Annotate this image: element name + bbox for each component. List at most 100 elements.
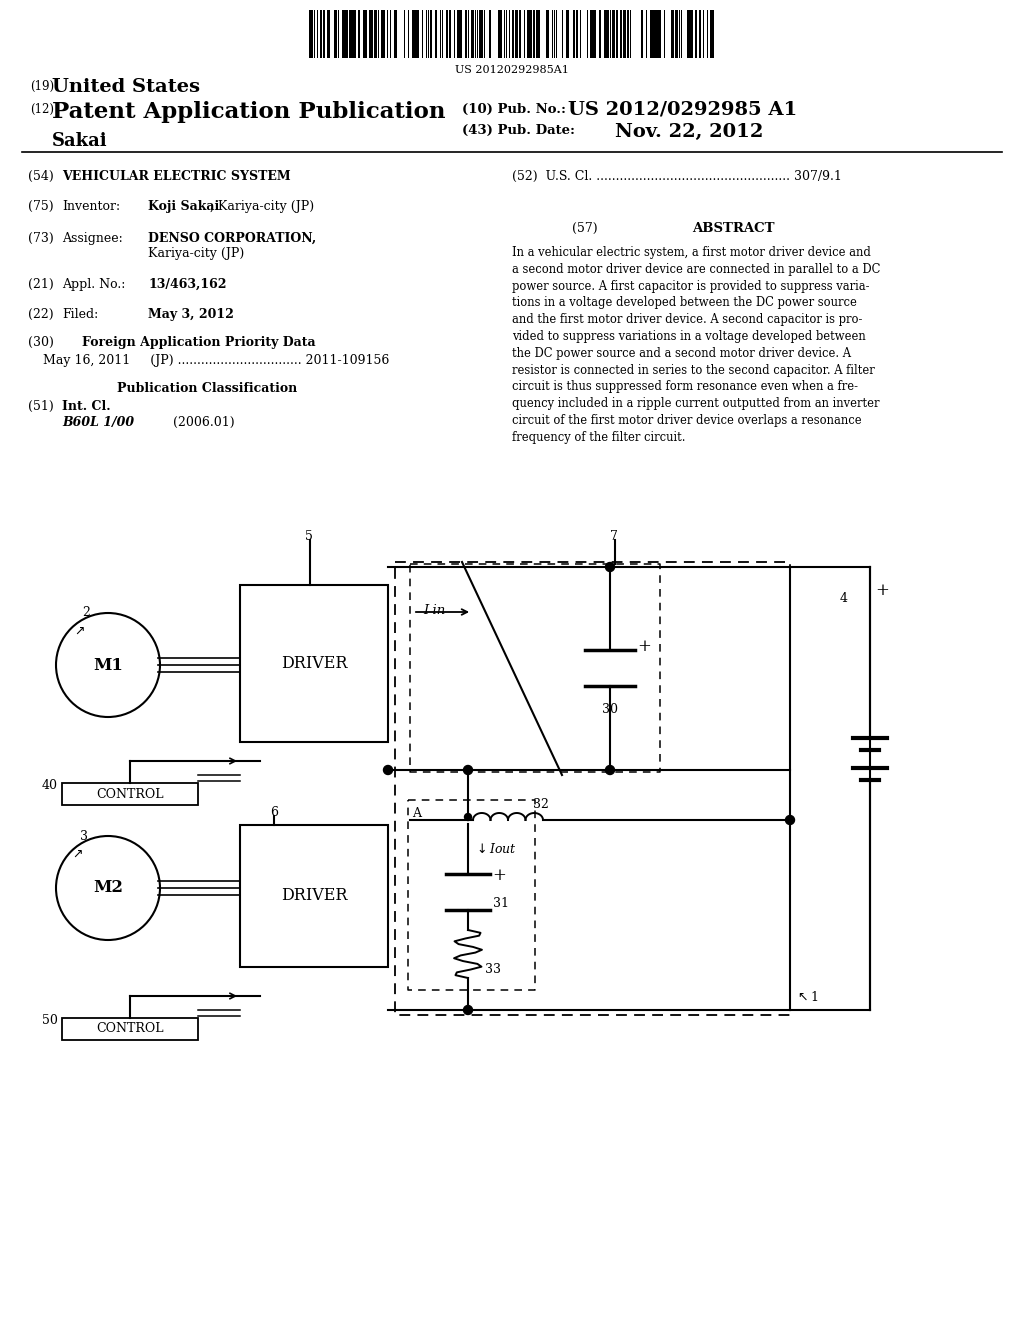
- Bar: [335, 11, 336, 58]
- Bar: [593, 11, 594, 58]
- Text: I in: I in: [423, 605, 445, 616]
- Bar: [468, 11, 469, 58]
- Bar: [472, 11, 473, 58]
- Bar: [616, 11, 618, 58]
- Bar: [62, 783, 198, 805]
- Bar: [342, 11, 343, 58]
- Bar: [520, 11, 521, 58]
- Bar: [498, 11, 499, 58]
- Text: A: A: [412, 807, 421, 820]
- Bar: [615, 11, 616, 58]
- Bar: [655, 11, 656, 58]
- Bar: [681, 11, 682, 58]
- Text: (43) Pub. Date:: (43) Pub. Date:: [462, 124, 575, 137]
- Bar: [573, 11, 574, 58]
- Text: Assignee:: Assignee:: [62, 232, 123, 246]
- Text: (30): (30): [28, 337, 54, 348]
- Bar: [362, 11, 364, 58]
- Bar: [673, 11, 674, 58]
- Bar: [349, 11, 350, 58]
- Text: 4: 4: [840, 591, 848, 605]
- Bar: [625, 11, 627, 58]
- Bar: [442, 11, 443, 58]
- Circle shape: [464, 1006, 472, 1015]
- Bar: [529, 11, 530, 58]
- Bar: [621, 11, 622, 58]
- Bar: [527, 11, 528, 58]
- Text: 33: 33: [485, 964, 501, 975]
- Bar: [430, 11, 431, 58]
- Bar: [523, 11, 525, 58]
- Bar: [324, 11, 325, 58]
- Bar: [321, 11, 322, 58]
- Bar: [568, 11, 569, 58]
- Bar: [445, 11, 446, 58]
- Text: 7: 7: [610, 531, 617, 543]
- Bar: [595, 11, 596, 58]
- Bar: [343, 11, 344, 58]
- Bar: [336, 11, 337, 58]
- Bar: [554, 11, 555, 58]
- Bar: [436, 11, 437, 58]
- Bar: [677, 11, 678, 58]
- Bar: [653, 11, 654, 58]
- Bar: [689, 11, 690, 58]
- Bar: [687, 11, 688, 58]
- Bar: [587, 11, 588, 58]
- Text: (21): (21): [28, 279, 53, 290]
- Bar: [672, 11, 673, 58]
- Bar: [358, 11, 359, 58]
- Bar: [484, 11, 485, 58]
- Text: Patent Application Publication: Patent Application Publication: [52, 102, 445, 123]
- Bar: [327, 11, 328, 58]
- Bar: [384, 11, 385, 58]
- Text: $\nearrow$: $\nearrow$: [70, 847, 83, 861]
- Bar: [409, 11, 410, 58]
- Bar: [690, 11, 691, 58]
- Bar: [489, 11, 492, 58]
- Text: Kariya-city (JP): Kariya-city (JP): [148, 247, 245, 260]
- Bar: [403, 11, 404, 58]
- Bar: [501, 11, 502, 58]
- Text: United States: United States: [52, 78, 200, 96]
- Bar: [366, 11, 367, 58]
- Bar: [530, 11, 531, 58]
- Text: VEHICULAR ELECTRIC SYSTEM: VEHICULAR ELECTRIC SYSTEM: [62, 170, 291, 183]
- Bar: [711, 11, 712, 58]
- Bar: [594, 11, 595, 58]
- Bar: [499, 11, 501, 58]
- Bar: [364, 11, 366, 58]
- Bar: [695, 11, 696, 58]
- Bar: [389, 11, 391, 58]
- Bar: [650, 11, 652, 58]
- Text: 30: 30: [602, 704, 618, 715]
- Bar: [310, 11, 311, 58]
- Bar: [346, 11, 347, 58]
- Bar: [353, 11, 354, 58]
- Bar: [509, 11, 510, 58]
- Bar: [712, 11, 713, 58]
- Bar: [352, 11, 353, 58]
- Bar: [562, 11, 563, 58]
- Bar: [418, 11, 419, 58]
- Bar: [652, 11, 653, 58]
- Bar: [451, 11, 452, 58]
- Text: (19): (19): [30, 81, 54, 92]
- Text: ABSTRACT: ABSTRACT: [692, 222, 774, 235]
- Text: (73): (73): [28, 232, 53, 246]
- Bar: [351, 11, 352, 58]
- Bar: [654, 11, 655, 58]
- Bar: [465, 11, 467, 58]
- Bar: [426, 11, 427, 58]
- Bar: [649, 11, 650, 58]
- Text: In a vehicular electric system, a first motor driver device and
a second motor d: In a vehicular electric system, a first …: [512, 246, 881, 444]
- Text: DRIVER: DRIVER: [281, 887, 347, 904]
- Bar: [528, 11, 529, 58]
- Circle shape: [605, 766, 614, 775]
- Bar: [435, 11, 436, 58]
- Text: B60L 1/00: B60L 1/00: [62, 416, 134, 429]
- Bar: [565, 11, 567, 58]
- Text: (22): (22): [28, 308, 53, 321]
- Bar: [605, 11, 606, 58]
- Bar: [439, 11, 441, 58]
